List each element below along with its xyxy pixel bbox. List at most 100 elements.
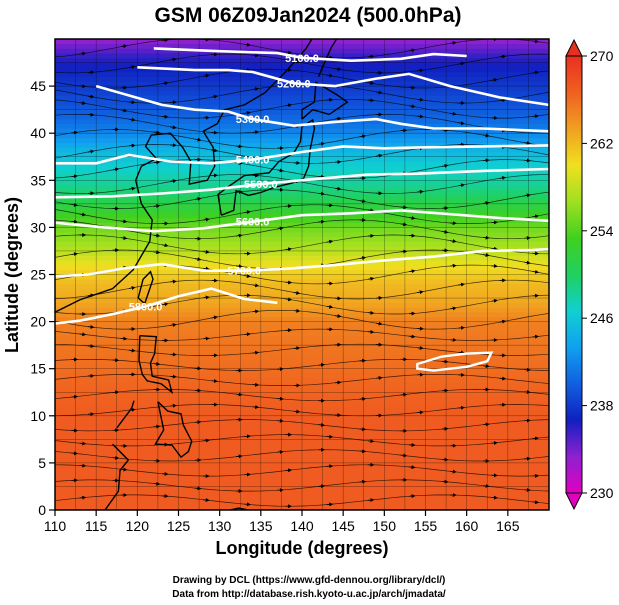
wind-arrow bbox=[244, 332, 251, 337]
y-tick-label: 25 bbox=[30, 267, 46, 283]
wind-arrow bbox=[194, 257, 202, 262]
wind-arrow bbox=[483, 201, 490, 206]
streamline bbox=[55, 144, 549, 164]
y-axis-label: Latitude (degrees) bbox=[2, 197, 22, 353]
coastline bbox=[154, 401, 193, 459]
wind-arrow bbox=[161, 302, 169, 307]
wind-arrow bbox=[491, 298, 498, 303]
wind-arrow bbox=[211, 379, 218, 383]
wind-arrow bbox=[450, 111, 457, 116]
x-tick-label: 115 bbox=[85, 518, 108, 534]
wind-arrow bbox=[491, 246, 498, 251]
wind-arrow bbox=[417, 290, 424, 295]
x-axis-label: Longitude (degrees) bbox=[215, 538, 388, 558]
wind-arrow bbox=[153, 160, 161, 165]
wind-arrow bbox=[236, 392, 243, 397]
wind-arrow bbox=[376, 90, 383, 95]
wind-arrow bbox=[120, 44, 128, 49]
colorbar-tick-label: 270 bbox=[590, 48, 614, 64]
wind-arrow bbox=[79, 51, 87, 56]
wind-arrow bbox=[417, 189, 424, 194]
streamline bbox=[55, 53, 549, 74]
wind-arrow bbox=[71, 130, 78, 135]
wind-arrow bbox=[318, 174, 325, 179]
streamline bbox=[55, 374, 549, 386]
wind-arrow bbox=[120, 108, 128, 113]
wind-arrow bbox=[499, 376, 507, 381]
wind-arrow bbox=[244, 42, 251, 47]
x-axis: 110 115 120 125 130 135 140 145 150 155 160 165 bbox=[44, 510, 520, 534]
wind-arrow bbox=[524, 260, 531, 265]
coastline bbox=[55, 39, 313, 313]
wind-arrow bbox=[170, 125, 177, 130]
coastline bbox=[301, 81, 349, 120]
coastline bbox=[116, 400, 135, 429]
streamline bbox=[55, 204, 549, 224]
streamline bbox=[55, 464, 549, 477]
streamline bbox=[55, 404, 549, 417]
wind-arrow bbox=[153, 250, 161, 255]
wind-arrow bbox=[532, 500, 540, 505]
wind-arrow bbox=[367, 276, 375, 281]
wind-arrow bbox=[285, 247, 293, 252]
wind-arrow bbox=[417, 345, 424, 350]
wind-arrow bbox=[71, 219, 78, 224]
wind-arrow bbox=[450, 306, 457, 311]
contour-label: 5800.0 bbox=[129, 302, 163, 314]
wind-arrow bbox=[532, 39, 540, 44]
streamline bbox=[55, 189, 549, 209]
wind-arrow bbox=[79, 100, 87, 105]
y-tick-label: 20 bbox=[30, 314, 46, 330]
wind-arrow bbox=[499, 98, 507, 103]
wind-arrow bbox=[170, 57, 177, 62]
contour-label: 5400.0 bbox=[236, 155, 270, 167]
wind-arrow bbox=[285, 468, 293, 473]
coastline bbox=[104, 443, 130, 510]
height-contour bbox=[137, 66, 549, 107]
wind-arrow bbox=[532, 269, 540, 274]
streamline bbox=[55, 98, 549, 119]
wind-arrow bbox=[153, 130, 161, 135]
wind-arrow bbox=[367, 81, 375, 86]
wind-arrow bbox=[153, 361, 161, 366]
wind-arrow bbox=[532, 70, 540, 75]
wind-arrow bbox=[293, 409, 301, 414]
streamline bbox=[55, 479, 549, 492]
contour-label: 5300.0 bbox=[236, 114, 270, 126]
wind-arrow bbox=[318, 422, 325, 427]
wind-arrow bbox=[376, 375, 383, 380]
colorbar-bottom-triangle bbox=[565, 492, 583, 511]
wind-arrow bbox=[400, 222, 408, 227]
streamline bbox=[55, 449, 549, 462]
wind-arrow bbox=[71, 174, 78, 179]
wind-arrow bbox=[334, 314, 342, 318]
wind-arrow bbox=[499, 176, 507, 180]
wind-arrow bbox=[408, 48, 416, 53]
wind-arrow bbox=[359, 199, 367, 204]
x-tick-label: 110 bbox=[44, 518, 67, 534]
colorbar-tick-label: 246 bbox=[590, 310, 614, 326]
wind-arrow bbox=[417, 68, 424, 73]
wind-arrow bbox=[326, 73, 334, 78]
streamline bbox=[55, 494, 549, 507]
wind-arrow bbox=[499, 54, 507, 59]
plot-area: 5100.0 5200.0 5300.0 5400.0 5500.0 5600.0 5700… bbox=[54, 38, 550, 511]
streamline bbox=[55, 159, 549, 179]
wind-arrow bbox=[524, 193, 531, 198]
wind-arrow bbox=[71, 252, 78, 257]
contour-label: 5200.0 bbox=[277, 78, 311, 90]
wind-arrow bbox=[458, 121, 465, 126]
wind-arrow bbox=[318, 219, 325, 224]
wind-arrow bbox=[153, 424, 161, 429]
wind-arrow bbox=[203, 266, 210, 271]
wind-arrow bbox=[129, 186, 136, 191]
credit-dcl: Drawing by DCL (https://www.gfd-dennou.o… bbox=[173, 575, 446, 586]
wind-arrow bbox=[71, 394, 78, 399]
wind-arrow bbox=[244, 274, 251, 278]
wind-arrow bbox=[458, 282, 465, 287]
wind-arrow bbox=[417, 97, 424, 102]
wind-arrow bbox=[458, 405, 465, 410]
wind-arrow bbox=[483, 483, 490, 488]
wind-arrow bbox=[458, 61, 465, 66]
